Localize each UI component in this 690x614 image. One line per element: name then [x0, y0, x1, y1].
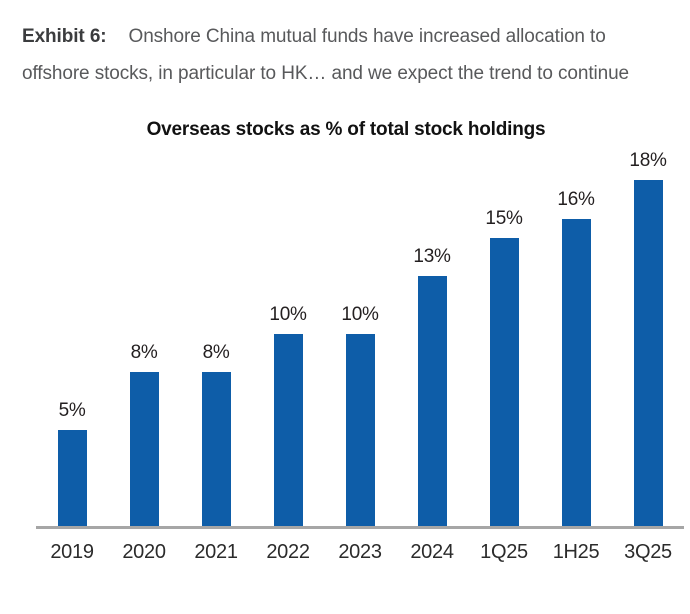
bar-column: 15%	[468, 208, 540, 526]
bar	[273, 334, 303, 526]
bar-value-label: 5%	[58, 400, 86, 421]
bar-value-label: 10%	[341, 304, 379, 325]
bar-value-label: 8%	[130, 342, 158, 363]
bar-value-label: 10%	[269, 304, 307, 325]
bar	[561, 219, 591, 526]
bar-column: 8%	[108, 342, 180, 526]
bar	[57, 430, 87, 526]
bar-column: 8%	[180, 342, 252, 526]
bar-column: 10%	[252, 304, 324, 526]
plot-area: 5% 8% 8% 10% 10% 13% 15% 16% 18%	[36, 145, 684, 529]
x-axis-tick-label: 1H25	[552, 541, 600, 563]
x-axis-tick-label: 1Q25	[480, 541, 528, 563]
bar-column: 13%	[396, 246, 468, 526]
bar	[489, 238, 519, 526]
bar-column: 10%	[324, 304, 396, 526]
x-axis-tick-label: 2020	[122, 541, 166, 563]
x-axis-labels: 2019 2020 2021 2022 2023 2024 1Q25 1H25 3Q25	[36, 529, 684, 564]
exhibit-label: Exhibit 6:	[22, 26, 107, 47]
x-axis-tick-label: 3Q25	[624, 541, 672, 563]
exhibit-caption-text: Onshore China mutual funds have increase…	[22, 26, 630, 84]
chart-title: Overseas stocks as % of total stock hold…	[146, 119, 546, 140]
bar-value-label: 8%	[202, 342, 230, 363]
bar-column: 5%	[36, 400, 108, 526]
bar	[129, 372, 159, 526]
exhibit-caption: Exhibit 6: Onshore China mutual funds hav…	[22, 18, 670, 92]
bar-chart: 5% 8% 8% 10% 10% 13% 15% 16% 18% 2019 2020 2021 202…	[36, 145, 684, 564]
bar	[345, 334, 375, 526]
bar	[201, 372, 231, 526]
bar-value-label: 16%	[557, 189, 595, 210]
x-axis-tick-label: 2023	[338, 541, 382, 563]
x-axis-tick-label: 2019	[50, 541, 94, 563]
x-axis-tick-label: 2024	[410, 541, 454, 563]
x-axis-tick-label: 2021	[194, 541, 238, 563]
x-axis-tick-label: 2022	[266, 541, 310, 563]
bar-column: 16%	[540, 189, 612, 526]
bar-value-label: 18%	[629, 150, 667, 171]
bar	[417, 276, 447, 526]
bar-column: 18%	[612, 150, 684, 526]
bar-value-label: 15%	[485, 208, 523, 229]
bar-value-label: 13%	[413, 246, 451, 267]
bar	[633, 180, 663, 526]
